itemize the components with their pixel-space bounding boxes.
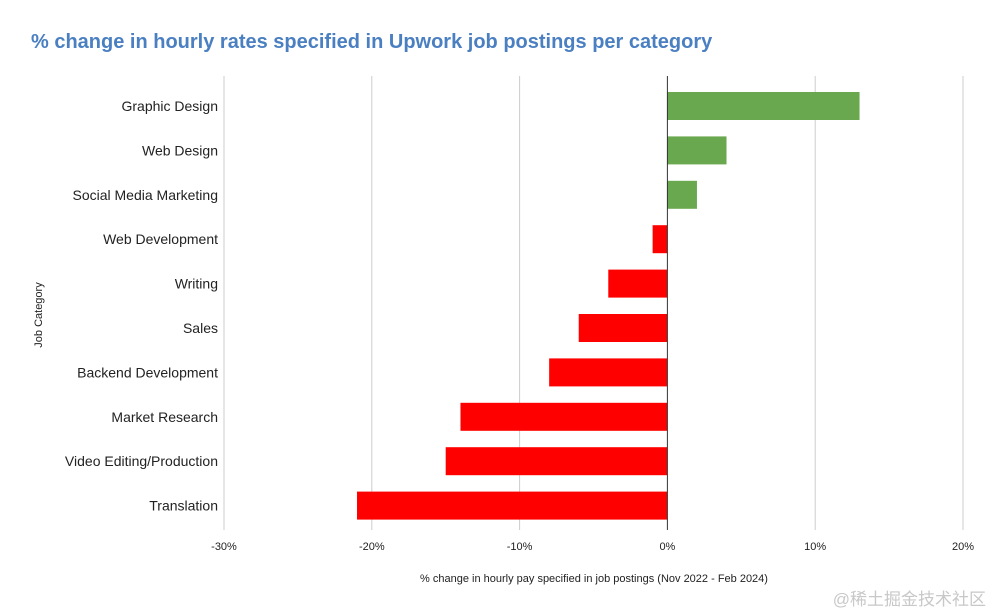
tick-label: -20% — [359, 541, 385, 553]
category-label: Sales — [183, 320, 218, 336]
bar — [578, 314, 668, 342]
bar — [667, 92, 860, 120]
category-label: Market Research — [111, 409, 218, 425]
tick-label: 0% — [659, 541, 675, 553]
category-label: Graphic Design — [122, 98, 219, 114]
bars — [357, 92, 860, 520]
bar — [357, 491, 668, 520]
tick-label: 20% — [952, 541, 974, 553]
tick-label: -30% — [211, 541, 237, 553]
bar — [549, 358, 668, 387]
bar — [667, 136, 727, 165]
category-label: Writing — [175, 276, 218, 292]
chart-title: % change in hourly rates specified in Up… — [31, 31, 713, 53]
tick-label: -10% — [507, 541, 533, 553]
category-label: Web Design — [142, 142, 218, 158]
watermark: @稀土掘金技术社区 — [832, 590, 986, 609]
category-label: Social Media Marketing — [72, 187, 218, 203]
bar — [652, 225, 668, 254]
bar — [608, 269, 668, 298]
category-labels: Graphic Design Web Design Social Media Mar… — [65, 98, 218, 514]
bar — [667, 180, 697, 209]
y-axis-label: Job Category — [33, 282, 45, 348]
bar — [460, 402, 668, 431]
x-axis-label: % change in hourly pay specified in job … — [420, 573, 768, 585]
category-label: Web Development — [103, 231, 218, 247]
bar — [445, 447, 668, 476]
category-label: Translation — [149, 498, 218, 514]
tick-label: 10% — [804, 541, 826, 553]
category-label: Video Editing/Production — [65, 453, 218, 469]
tick-labels: -30% -20% -10% 0% 10% 20% — [211, 541, 974, 553]
category-label: Backend Development — [77, 364, 218, 380]
